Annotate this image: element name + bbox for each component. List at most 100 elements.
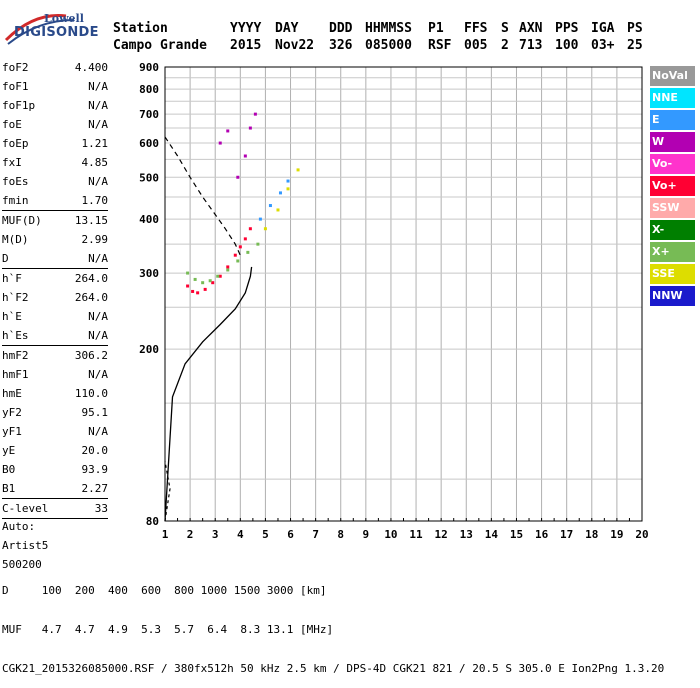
x-tick-label: 14 — [485, 528, 499, 541]
data-point-sse — [276, 208, 280, 212]
header-labels-row: Station YYYY DAY DDD HHMMSS P1 FFS S AXN… — [113, 20, 643, 37]
header-label-axn: AXN — [519, 21, 543, 36]
param-value: 264.0 — [74, 272, 108, 285]
x-tick-label: 3 — [212, 528, 219, 541]
param-value: 110.0 — [74, 387, 108, 400]
header-value-station: Campo Grande — [113, 38, 207, 53]
param-value: 1.70 — [81, 194, 109, 207]
param-value: N/A — [88, 80, 108, 93]
true-height-profile — [164, 266, 253, 522]
x-tick-label: 6 — [287, 528, 294, 541]
param-row-fof1p: foF1p N/A — [2, 96, 108, 115]
param-value: N/A — [88, 329, 108, 342]
x-tick-label: 1 — [162, 528, 169, 541]
param-row-hmf2: hmF2 306.2 — [2, 346, 108, 365]
header-label-yyyy: YYYY — [230, 21, 262, 36]
data-point-w — [248, 126, 252, 130]
param-value: N/A — [88, 310, 108, 323]
y-tick-label: 900 — [139, 61, 159, 74]
param-value: 4.85 — [81, 156, 109, 169]
auto-artist: Artist5 — [2, 539, 49, 552]
footer-distance-line: D 100 200 400 600 800 1000 1500 3000 [km… — [2, 584, 327, 597]
ionogram-chart: 1 2 3 4 5 6 7 8 9 10 11 12 13 14 15 16 17 18 19 20802003004… — [139, 61, 649, 541]
auto-line-2: Artist5 — [2, 538, 108, 557]
param-name: yF1 — [2, 425, 22, 438]
x-tick-label: 11 — [409, 528, 423, 541]
param-name: hmE — [2, 387, 22, 400]
data-point-sse — [263, 227, 267, 231]
header-value-s: 2 — [501, 38, 509, 53]
header-value-hhmmss: 085000 — [365, 38, 412, 53]
param-row-fof2: foF2 4.400 — [2, 58, 108, 77]
header-table: Station YYYY DAY DDD HHMMSS P1 FFS S AXN… — [113, 20, 643, 54]
x-tick-label: 17 — [560, 528, 573, 541]
param-name: B0 — [2, 463, 16, 476]
header-value-day: Nov22 — [275, 38, 315, 53]
low-profile-dashed — [164, 461, 171, 522]
data-point-e — [258, 217, 262, 221]
param-value: N/A — [88, 175, 108, 188]
header-label-hhmmss: HHMMSS — [365, 21, 412, 36]
param-name: hmF1 — [2, 368, 29, 381]
header-values-row: Campo Grande 2015 Nov22 326 085000 RSF 0… — [113, 37, 643, 54]
header-label-iga: IGA — [591, 21, 615, 36]
param-row-b0: B0 93.9 — [2, 460, 108, 479]
param-row-muf: MUF(D) 13.15 — [2, 211, 108, 230]
x-tick-label: 18 — [585, 528, 598, 541]
data-point-vo — [186, 284, 190, 288]
header-label-p1: P1 — [428, 21, 444, 36]
param-value: N/A — [88, 99, 108, 112]
digisonde-logo: Lowell DIGISONDE — [4, 6, 104, 48]
legend-item-vo: Vo- — [650, 154, 695, 174]
legend-item-x: X- — [650, 220, 695, 240]
param-name: foF1 — [2, 80, 29, 93]
param-value: N/A — [88, 425, 108, 438]
param-name: h`F — [2, 272, 22, 285]
header-label-ddd: DDD — [329, 21, 353, 36]
legend-item-x: X+ — [650, 242, 695, 262]
data-point-x — [208, 279, 212, 283]
param-divider — [2, 498, 108, 499]
legend-item-ssw: SSW — [650, 198, 695, 218]
data-point-sse — [286, 187, 290, 191]
param-row-fxi: fxI 4.85 — [2, 153, 108, 172]
header-value-iga: 03+ — [591, 38, 615, 53]
data-point-vo — [203, 287, 207, 291]
data-point-vo — [191, 289, 195, 293]
header-label-day: DAY — [275, 21, 299, 36]
param-divider — [2, 210, 108, 211]
header-value-ffs: 005 — [464, 38, 488, 53]
header-value-ddd: 326 — [329, 38, 353, 53]
param-value: 306.2 — [74, 349, 108, 362]
param-name: h`E — [2, 310, 22, 323]
param-value: N/A — [88, 118, 108, 131]
param-name: yF2 — [2, 406, 22, 419]
y-tick-label: 700 — [139, 108, 159, 121]
data-point-e — [278, 191, 282, 195]
param-name: foEp — [2, 137, 29, 150]
param-row-fof1: foF1 N/A — [2, 77, 108, 96]
param-row-d: D N/A — [2, 249, 108, 268]
param-value: N/A — [88, 368, 108, 381]
x-tick-label: 20 — [635, 528, 648, 541]
logo-line-1: Lowell — [44, 12, 84, 25]
param-value: 13.15 — [74, 214, 108, 227]
param-row-ye: yE 20.0 — [2, 441, 108, 460]
param-row-hf: h`F 264.0 — [2, 269, 108, 288]
param-row-hf2: h`F2 264.0 — [2, 288, 108, 307]
data-point-x — [216, 274, 220, 278]
param-row-hmf1: hmF1 N/A — [2, 365, 108, 384]
data-point-vo — [233, 253, 237, 257]
param-name: MUF(D) — [2, 214, 42, 227]
plot-frame — [164, 66, 643, 522]
data-point-w — [253, 112, 257, 116]
x-tick-label: 5 — [262, 528, 269, 541]
chart-legend: NoVal NNE E W Vo- Vo+ SSW X- X+ SSE NNW — [650, 66, 695, 308]
muf-profile-dashed — [164, 136, 241, 256]
header-label-station: Station — [113, 21, 168, 36]
param-value: 95.1 — [81, 406, 109, 419]
param-value: 20.0 — [81, 444, 109, 457]
data-point-e — [268, 204, 272, 208]
parameters-panel: foF2 4.400 foF1 N/A foF1p N/A foE N/A foEp 1.… — [2, 58, 108, 576]
legend-item-noval: NoVal — [650, 66, 695, 86]
